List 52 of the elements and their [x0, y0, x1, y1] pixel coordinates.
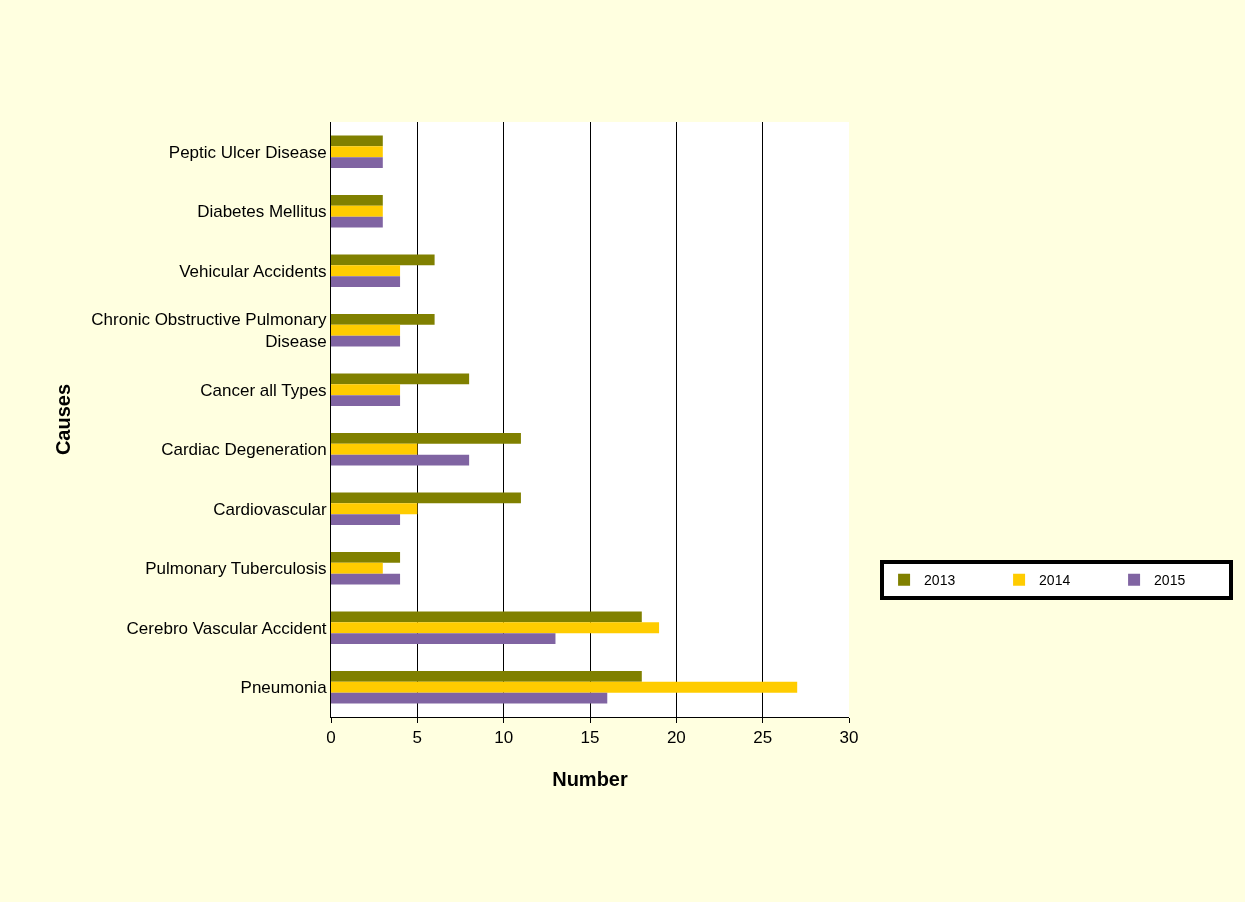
y-axis-title: Causes — [51, 383, 74, 456]
bar — [331, 633, 556, 645]
bar — [331, 432, 521, 444]
bar — [331, 681, 798, 693]
bar — [331, 573, 401, 585]
bar — [331, 611, 642, 623]
y-tick-label: Peptic Ulcer Disease — [168, 142, 327, 162]
bar — [331, 194, 383, 206]
y-tick-label: Vehicular Accidents — [179, 261, 327, 281]
bar — [331, 254, 435, 266]
x-tick-label: 0 — [326, 728, 336, 748]
bar — [331, 514, 401, 526]
bar — [331, 157, 383, 169]
bar — [331, 692, 608, 704]
bar — [331, 670, 642, 682]
x-tick-label: 10 — [494, 728, 514, 748]
x-tick-label: 5 — [412, 728, 423, 748]
bar — [331, 335, 401, 347]
x-axis-title: Number — [552, 767, 628, 790]
bar — [331, 373, 470, 385]
y-tick-label: Cardiovascular — [213, 499, 327, 519]
legend-label: 2013 — [924, 572, 956, 589]
legend-label: 2014 — [1039, 572, 1071, 589]
y-tick-label: Chronic Obstructive Pulmonary Disease — [91, 310, 328, 352]
bar — [331, 622, 660, 634]
y-tick-label: Cardiac Degeneration — [161, 440, 327, 460]
x-tick-label: 15 — [580, 728, 600, 748]
x-tick-label: 30 — [839, 728, 859, 748]
y-tick-label: Cerebro Vascular Accident — [126, 618, 327, 638]
bar — [331, 443, 418, 455]
y-tick-label: Diabetes Mellitus — [197, 202, 327, 222]
bar — [331, 146, 383, 158]
bar — [331, 384, 401, 396]
bar — [331, 313, 435, 325]
bar — [331, 562, 383, 574]
bar — [331, 205, 383, 217]
bar — [331, 135, 383, 147]
bar — [331, 265, 401, 277]
bar — [331, 551, 401, 563]
bar — [331, 492, 521, 504]
x-tick-label: 25 — [753, 728, 773, 748]
legend-label: 2015 — [1154, 572, 1186, 589]
bar — [331, 454, 470, 466]
bar — [331, 395, 401, 407]
bar — [331, 276, 401, 288]
y-tick-label: Cancer all Types — [200, 380, 327, 400]
y-tick-label: Pulmonary Tuberculosis — [145, 559, 327, 579]
bar — [331, 503, 418, 515]
bar — [331, 216, 383, 228]
bar — [331, 324, 401, 336]
y-tick-label: Pneumonia — [240, 678, 328, 698]
x-tick-label: 20 — [666, 728, 686, 748]
